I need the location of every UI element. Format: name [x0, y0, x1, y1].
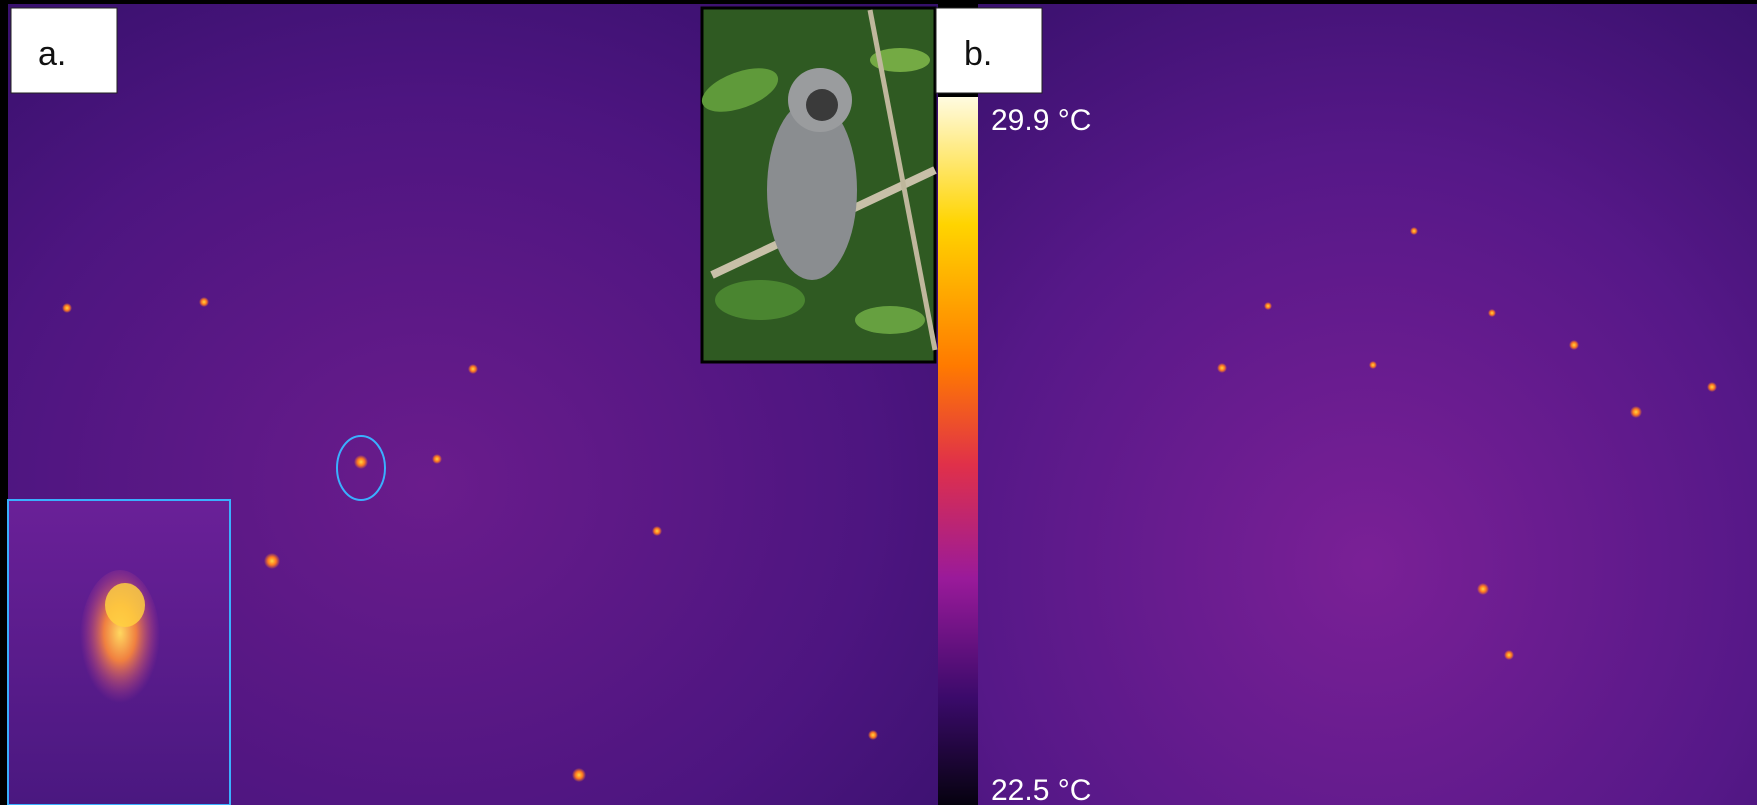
zoom-inset: [8, 500, 230, 805]
colorbar-max-label: 29.9 °C: [991, 104, 1091, 137]
thermal-image-b: [978, 4, 1757, 805]
panel-label: a.: [38, 35, 66, 73]
photo-inset: [696, 8, 935, 362]
figure: a. b. 29.9 °C 22.5 °C: [0, 0, 1757, 805]
colorbar: [938, 97, 978, 805]
colorbar-min-label: 22.5 °C: [991, 774, 1091, 805]
panel-label: b.: [964, 35, 992, 73]
